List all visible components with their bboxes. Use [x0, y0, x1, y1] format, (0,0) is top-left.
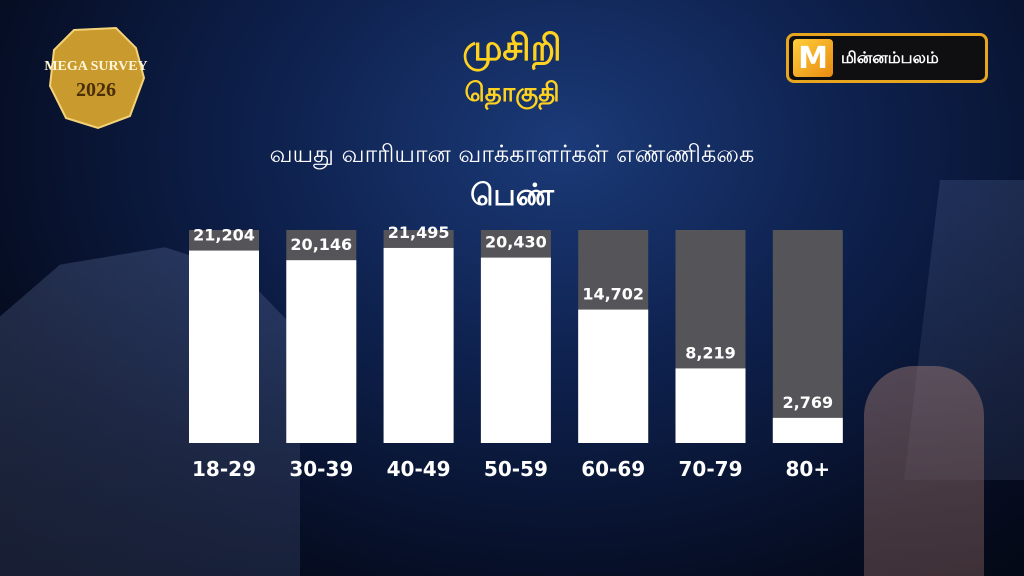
gender-label: பெண்: [470, 178, 554, 213]
value-label-40-49: 21,495: [388, 223, 450, 242]
mega-survey-badge: MEGA SURVEY 2026: [44, 26, 148, 130]
category-label-70-79: 70-79: [679, 457, 743, 481]
bar-70-79: [675, 368, 746, 443]
value-label-70-79: 8,219: [685, 343, 736, 362]
bar-60-69: [578, 309, 649, 443]
channel-logo: M மின்னம்பலம்: [786, 33, 988, 83]
page-title: முசிறி: [462, 28, 562, 69]
category-label-60-69: 60-69: [581, 457, 645, 481]
value-label-30-39: 20,146: [290, 235, 352, 254]
value-label-18-29: 21,204: [193, 226, 255, 245]
bar-80+: [772, 417, 843, 443]
value-label-80+: 2,769: [782, 393, 833, 412]
badge-line1: MEGA SURVEY: [44, 59, 147, 74]
bar-30-39: [286, 260, 357, 443]
bar-50-59: [480, 257, 551, 443]
category-label-40-49: 40-49: [387, 457, 451, 481]
page-subtitle: தொகுதி: [464, 78, 560, 108]
category-label-30-39: 30-39: [289, 457, 353, 481]
bar-track-80+: [772, 230, 843, 443]
logo-mark: M: [793, 39, 833, 77]
logo-text: மின்னம்பலம்: [841, 47, 939, 67]
bar-40-49: [383, 247, 454, 443]
badge-line2: 2026: [76, 79, 116, 101]
category-label-18-29: 18-29: [192, 457, 256, 481]
category-label-80+: 80+: [786, 457, 831, 481]
value-label-60-69: 14,702: [582, 285, 644, 304]
chart-caption: வயது வாரியான வாக்காளர்கள் எண்ணிக்கை: [269, 140, 755, 168]
bar-18-29: [189, 250, 259, 443]
category-label-50-59: 50-59: [484, 457, 548, 481]
value-label-50-59: 20,430: [485, 233, 547, 252]
background-hand: [864, 366, 984, 576]
